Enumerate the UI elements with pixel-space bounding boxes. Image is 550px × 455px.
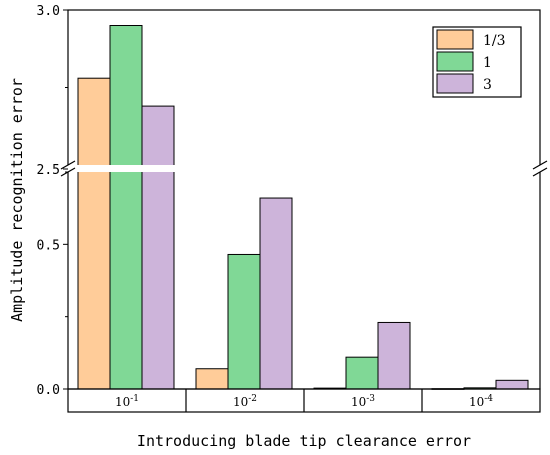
- bar-3-cat3: [377, 321, 411, 390]
- legend-label: 1/3: [483, 33, 506, 49]
- x-category-label: 10-1: [115, 394, 139, 409]
- bar-1-3-cat2: [195, 368, 229, 390]
- legend-swatch: [436, 51, 474, 72]
- legend-label: 3: [483, 77, 492, 93]
- bar-3-cat4: [495, 379, 529, 390]
- legend-label: 1: [483, 55, 492, 71]
- x-category-label: 10-4: [469, 394, 493, 409]
- x-axis-categories: 10-1 10-2 10-3 10-4: [67, 388, 541, 413]
- bar-1-cat2: [227, 253, 261, 390]
- x-category-exponent: -3: [366, 394, 375, 404]
- bar-3-cat2: [259, 197, 293, 390]
- right-axis-break-mark-top: [532, 160, 548, 170]
- x-category-label: 10-2: [233, 394, 257, 409]
- legend-swatch: [436, 29, 474, 50]
- bar-3-cat1: [141, 105, 175, 390]
- legend: 1/3 1 3: [432, 26, 522, 98]
- y-tick-label: 0.5: [37, 238, 60, 253]
- bar-1-3-cat1: [77, 77, 111, 390]
- x-category-label: 10-3: [351, 394, 375, 409]
- y-tick-label: 2.5: [37, 163, 60, 178]
- right-axis-break-mark-bottom: [532, 167, 548, 177]
- x-category-exponent: -4: [484, 394, 493, 404]
- y-tick-label: 3.0: [37, 4, 60, 19]
- bars: [77, 25, 529, 390]
- x-axis-title: Introducing blade tip clearance error: [137, 432, 471, 450]
- left-axis-break-mark-top: [60, 160, 76, 170]
- x-category-exponent: -1: [130, 394, 139, 404]
- y-tick-label: 0.0: [37, 383, 60, 398]
- axis-break-gap: [60, 165, 548, 172]
- x-category-exponent: -2: [248, 394, 257, 404]
- bar-1-cat3: [345, 356, 379, 390]
- bar-1-cat1: [109, 25, 143, 390]
- y-axis-title: Amplitude recognition error: [8, 78, 26, 322]
- legend-swatch: [436, 73, 474, 94]
